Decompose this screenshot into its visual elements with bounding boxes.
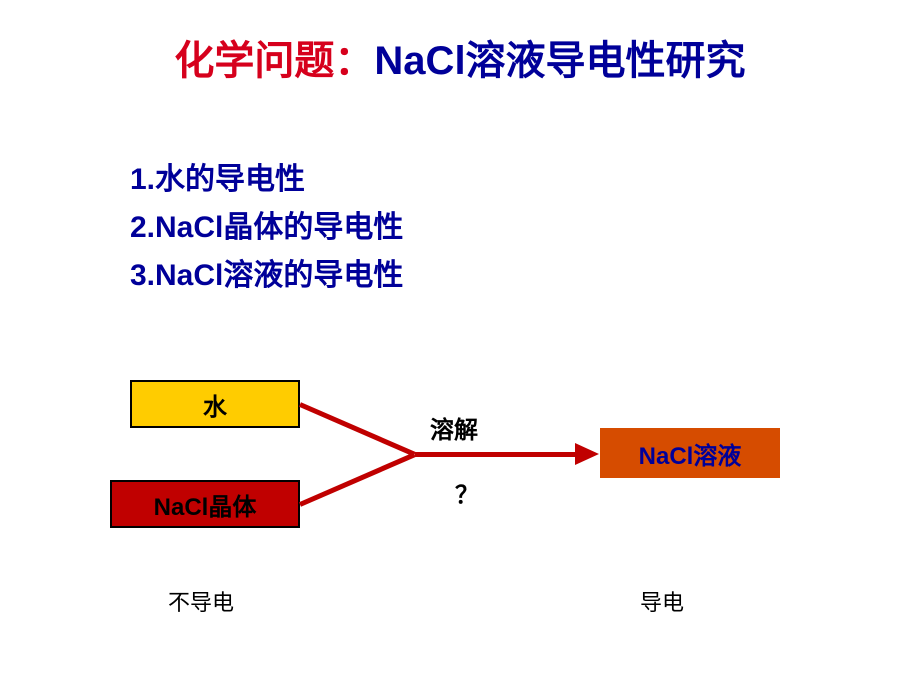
right-bottom: 导电 xyxy=(640,585,684,617)
list-item: 2.NaCl晶体的导电性 xyxy=(130,204,920,252)
title-blue: NaCl溶液导电性研究 xyxy=(374,39,745,83)
node-nacl-crystal: NaCl晶体 xyxy=(110,480,300,528)
arrow-horizontal xyxy=(415,452,575,457)
arrow-segment xyxy=(299,452,416,507)
list-item: 3.NaCl溶液的导电性 xyxy=(130,252,920,300)
page-title: 化学问题：NaCl溶液导电性研究 xyxy=(0,0,920,86)
question-label: ？ xyxy=(455,475,479,510)
bullet-list: 1.水的导电性 2.NaCl晶体的导电性 3.NaCl溶液的导电性 xyxy=(130,156,920,300)
title-red: 化学问题： xyxy=(174,39,374,83)
node-nacl-solution: NaCl溶液 xyxy=(600,428,780,478)
arrow-segment xyxy=(299,402,416,457)
dissolve-label: 溶解 xyxy=(430,410,478,445)
list-item: 1.水的导电性 xyxy=(130,156,920,204)
arrow-head-icon xyxy=(575,443,599,465)
left-bottom: 不导电 xyxy=(168,585,234,617)
node-water: 水 xyxy=(130,380,300,428)
